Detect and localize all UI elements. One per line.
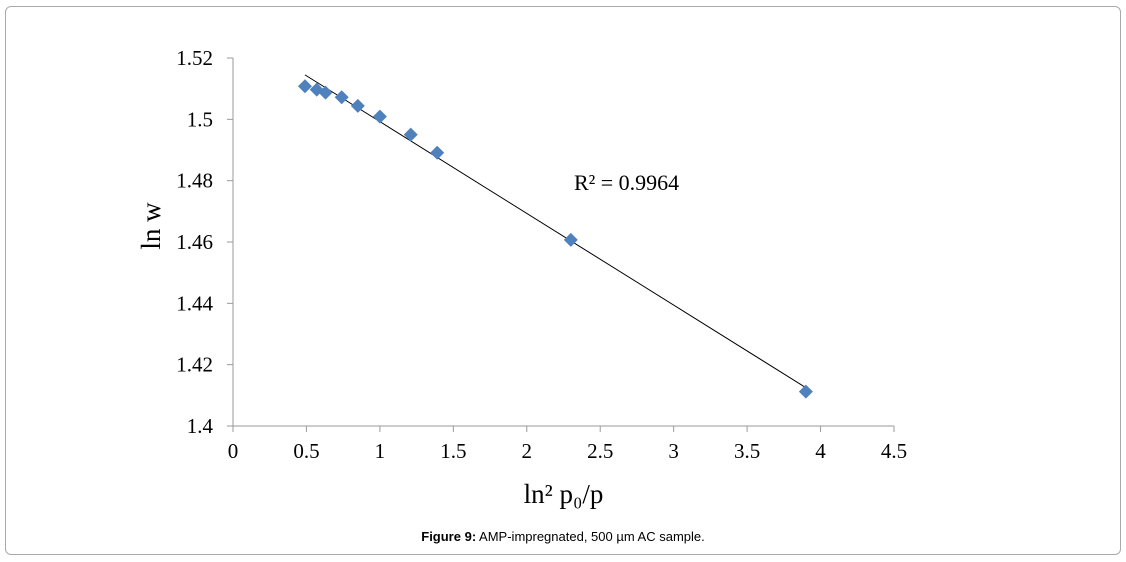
y-tick-label: 1.48: [176, 169, 213, 193]
y-tick-label: 1.42: [176, 353, 213, 377]
y-axis-title: ln w: [136, 202, 166, 250]
x-tick-label: 2.5: [587, 439, 613, 463]
trendline: [304, 74, 807, 389]
x-tick-label: 3: [668, 439, 679, 463]
x-tick-label: 4.5: [881, 439, 907, 463]
chart-axes: [227, 57, 895, 432]
data-point-marker: [350, 98, 365, 113]
caption-text: AMP-impregnated, 500 µm AC sample.: [476, 529, 705, 544]
data-points: [297, 79, 813, 399]
data-point-marker: [403, 127, 418, 142]
figure-frame: [5, 6, 1121, 555]
y-tick-label: 1.52: [176, 46, 213, 70]
figure-caption: Figure 9: AMP-impregnated, 500 µm AC sam…: [0, 529, 1126, 544]
data-point-marker: [372, 109, 387, 124]
x-tick-label: 0.5: [293, 439, 319, 463]
y-tick-label: 1.5: [187, 107, 213, 131]
x-tick-label: 1.5: [440, 439, 466, 463]
data-point-marker: [430, 145, 445, 160]
y-tick-label: 1.4: [187, 414, 214, 438]
x-axis-title: ln² p₀/p: [524, 479, 604, 509]
trendline-group: [304, 74, 807, 389]
data-point-marker: [563, 232, 578, 247]
tick-labels: 0 0.5 1 1.5 2 2.5 3 3.5 4 4.51.41.421.441.461.481…: [176, 46, 907, 463]
x-tick-label: 3.5: [734, 439, 760, 463]
y-tick-label: 1.44: [176, 291, 213, 315]
caption-label: Figure 9:: [421, 529, 477, 544]
scatter-chart: 0 0.5 1 1.5 2 2.5 3 3.5 4 4.51.41.421.441.461.481…: [136, 46, 907, 509]
r-squared-annotation: R² = 0.9964: [574, 170, 679, 195]
x-tick-label: 1: [375, 439, 386, 463]
x-tick-label: 2: [522, 439, 533, 463]
x-tick-label: 4: [815, 439, 826, 463]
x-tick-label: 0: [228, 439, 239, 463]
y-tick-label: 1.46: [176, 230, 213, 254]
data-point-marker: [297, 79, 312, 94]
data-point-marker: [334, 90, 349, 105]
data-point-marker: [318, 85, 333, 100]
data-point-marker: [798, 384, 813, 399]
